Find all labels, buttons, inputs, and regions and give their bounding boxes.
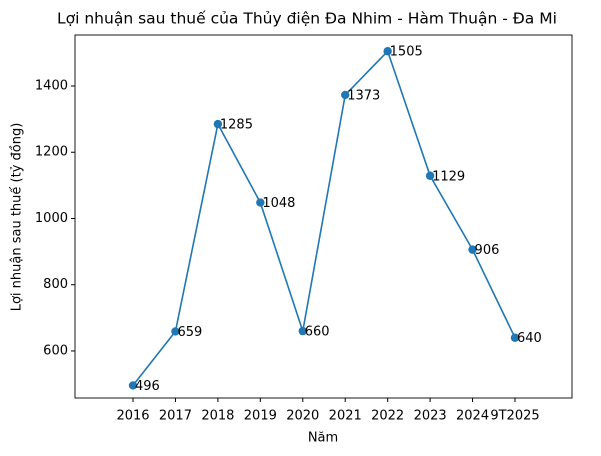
point [256,198,265,207]
point [341,90,350,100]
x-tick-label: 2022 [371,409,404,424]
data-label: 640 [517,331,542,346]
chart-title: Lợi nhuận sau thuế của Thủy điện Đa Nhim… [57,10,557,28]
x-tick-label: 2018 [201,409,234,424]
point [425,171,435,180]
x-tick-label: 2019 [244,409,277,424]
x-tick-label: 2024 [456,409,489,424]
data-label: 496 [135,379,160,394]
x-axis-label: Năm [308,431,338,446]
y-tick-label: 1000 [35,211,68,226]
y-tick-label: 1200 [35,145,68,160]
data-label: 906 [475,243,500,258]
point [128,381,138,390]
x-tick-label: 9T2025 [490,409,539,424]
data-label: 1373 [347,88,380,103]
y-axis-label: Lợi nhuận sau thuế (tỷ đồng) [10,123,25,312]
point [510,333,520,342]
x-tick-label: 2017 [159,409,192,424]
data-label: 1285 [220,118,253,133]
point [213,119,223,129]
data-label: 660 [305,325,330,340]
y-tick-label: 1400 [35,79,68,94]
x-tick-label: 2016 [116,409,149,424]
data-label: 1048 [262,196,295,211]
x-tick-label: 2020 [286,409,319,424]
y-tick-label: 800 [43,277,68,292]
point [171,327,180,336]
plot-frame [74,34,573,399]
point [468,245,477,254]
data-label: 1505 [390,45,423,60]
x-tick-label: 2023 [414,409,447,424]
line [132,49,516,386]
data-label: 659 [177,325,202,340]
point [383,47,392,56]
x-tick-label: 2021 [329,409,362,424]
point [298,326,307,336]
data-label: 1129 [432,169,465,184]
y-tick-label: 600 [43,343,68,358]
